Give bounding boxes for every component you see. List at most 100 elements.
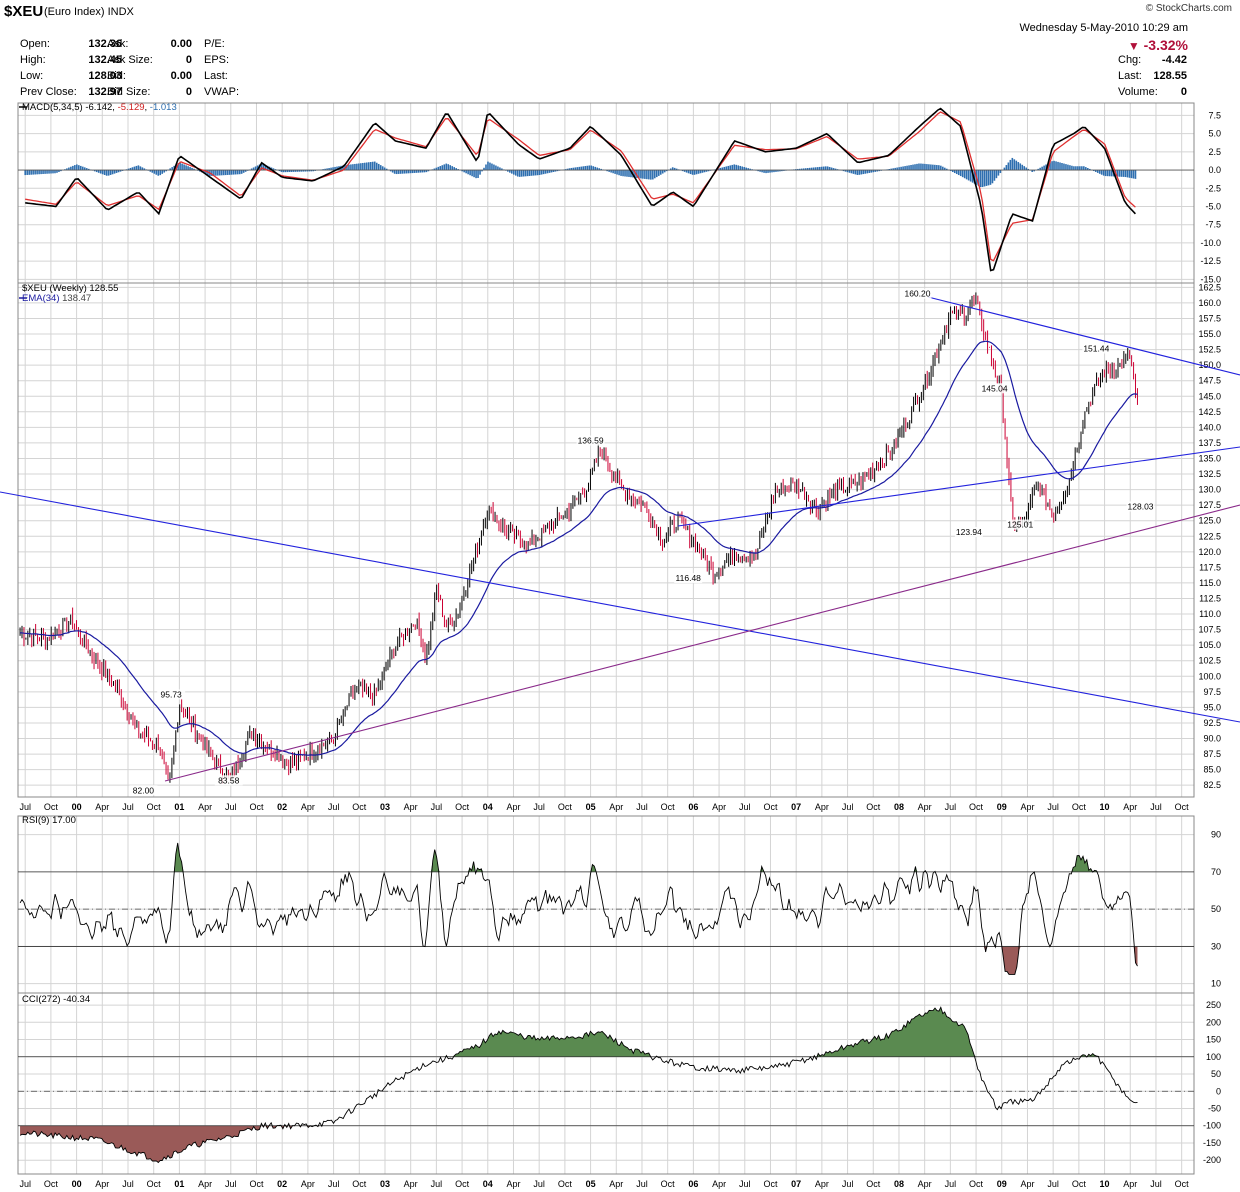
macd-legend-part-1: -6.142, xyxy=(85,102,117,113)
price-ytick-20: 112.5 xyxy=(1199,593,1221,603)
macd-hist-bar xyxy=(348,164,350,171)
macd-hist-bar xyxy=(244,170,247,172)
macd-hist-bar xyxy=(32,170,34,175)
macd-hist-bar xyxy=(834,168,837,171)
macd-hist-bar xyxy=(445,163,448,171)
macd-hist-bar xyxy=(76,164,78,171)
price-xtick-32: Jul xyxy=(842,802,854,812)
macd-hist-bar xyxy=(298,170,301,172)
macd-hist-bar xyxy=(1045,164,1047,171)
right-quote-label-0: Chg: xyxy=(1118,54,1142,66)
macd-hist-bar xyxy=(205,170,207,175)
macd-hist-bar xyxy=(951,170,954,173)
cci-ytick-4: 50 xyxy=(1211,1069,1221,1079)
macd-panel-border xyxy=(17,102,1195,284)
macd-hist-bar xyxy=(512,170,515,175)
macd-hist-bar xyxy=(377,163,380,171)
macd-hist-bar xyxy=(900,166,902,171)
cci-xtick-44: Jul xyxy=(1150,1179,1162,1189)
macd-hist-bar xyxy=(97,170,100,173)
cci-xtick-12: Jul xyxy=(328,1179,340,1189)
macd-hist-bar xyxy=(135,165,138,171)
price-label-5: 160.20 xyxy=(904,289,930,299)
macd-hist-bar xyxy=(288,170,291,173)
macd-ytick-4: -2.5 xyxy=(1205,183,1221,193)
macd-hist-bar xyxy=(799,168,801,171)
macd-hist-bar xyxy=(705,170,708,172)
macd-hist-bar xyxy=(830,167,833,171)
macd-hist-bar xyxy=(1116,170,1119,177)
change-percent-value: -3.32% xyxy=(1143,37,1188,53)
price-xtick-45: Oct xyxy=(1175,802,1190,812)
macd-hist-bar xyxy=(1128,170,1131,178)
price-ytick-19: 115.0 xyxy=(1199,578,1221,588)
price-ytick-1: 160.0 xyxy=(1198,298,1221,308)
macd-hist-bar xyxy=(1130,170,1133,179)
macd-hist-bar xyxy=(421,170,424,173)
macd-hist-bar xyxy=(183,164,185,171)
macd-hist-bar xyxy=(127,168,130,171)
macd-hist-bar xyxy=(626,170,628,177)
macd-hist-bar xyxy=(860,170,863,175)
rsi-panel-border xyxy=(17,815,1195,994)
macd-hist-bar xyxy=(846,170,849,173)
macd-hist-bar xyxy=(550,170,553,173)
price-legend-part-0: $XEU (Weekly) 128.55 xyxy=(22,283,118,294)
macd-hist-bar xyxy=(326,168,328,171)
price-xtick-17: Oct xyxy=(455,802,470,812)
macd-hist-bar xyxy=(151,170,154,173)
macd-hist-bar xyxy=(592,166,595,171)
macd-hist-bar xyxy=(514,170,517,176)
macd-hist-bar xyxy=(576,167,579,171)
price-xtick-4: Jul xyxy=(122,802,134,812)
cci-xtick-27: Apr xyxy=(712,1179,726,1189)
macd-hist-bar xyxy=(356,163,358,171)
macd-hist-bar xyxy=(959,170,962,177)
price-xtick-27: Apr xyxy=(712,802,726,812)
macd-hist-bar xyxy=(540,170,543,175)
macd-ytick-2: 2.5 xyxy=(1208,147,1221,157)
cci-overbought-fill xyxy=(20,1007,1138,1057)
macd-hist-bar xyxy=(536,170,539,176)
macd-hist-bar xyxy=(499,167,501,171)
price-ytick-26: 97.5 xyxy=(1203,687,1221,697)
right-quote-value-0: -4.42 xyxy=(1161,54,1187,66)
cci-line xyxy=(19,1006,1138,1164)
macd-hist-bar xyxy=(83,167,86,171)
macd-hist-bar xyxy=(987,170,990,186)
macd-hist-bar xyxy=(669,168,672,171)
macd-hist-bar xyxy=(191,167,193,171)
macd-hist-bar xyxy=(119,170,122,172)
macd-hist-bar xyxy=(997,170,1000,176)
macd-hist-bar xyxy=(874,170,877,172)
rsi-oversold-fill xyxy=(20,946,1138,975)
macd-hist-bar xyxy=(600,168,602,171)
macd-hist-bar xyxy=(852,170,855,174)
price-ytick-22: 107.5 xyxy=(1198,625,1221,635)
macd-hist-bar xyxy=(612,170,614,174)
macd-hist-bar xyxy=(568,168,571,171)
macd-hist-bar xyxy=(240,170,243,174)
macd-hist-bar xyxy=(129,167,132,171)
macd-hist-bar xyxy=(28,170,30,175)
price-xtick-20: Jul xyxy=(533,802,545,812)
price-xtick-2: 00 xyxy=(72,802,82,812)
macd-hist-bar xyxy=(111,170,114,175)
macd-hist-bar xyxy=(1073,166,1075,171)
cci-xtick-24: Jul xyxy=(636,1179,648,1189)
price-ytick-30: 87.5 xyxy=(1203,749,1221,759)
quote-l2-3: Bid Size: xyxy=(107,86,151,98)
macd-hist-bar xyxy=(1118,170,1121,177)
macd-hist-bar xyxy=(36,170,38,175)
macd-hist-bar xyxy=(72,165,74,171)
macd-hist-bar xyxy=(663,170,666,173)
macd-hist-bar xyxy=(441,165,444,171)
macd-hist-bar xyxy=(652,170,654,180)
macd-hist-bar xyxy=(44,170,46,174)
macd-hist-bar xyxy=(671,167,674,171)
macd-hist-bar xyxy=(938,165,940,171)
price-ytick-31: 85.0 xyxy=(1203,765,1221,775)
macd-hist-bar xyxy=(731,164,734,171)
cci-ytick-8: -150 xyxy=(1203,1138,1221,1148)
cci-xtick-21: Oct xyxy=(558,1179,573,1189)
